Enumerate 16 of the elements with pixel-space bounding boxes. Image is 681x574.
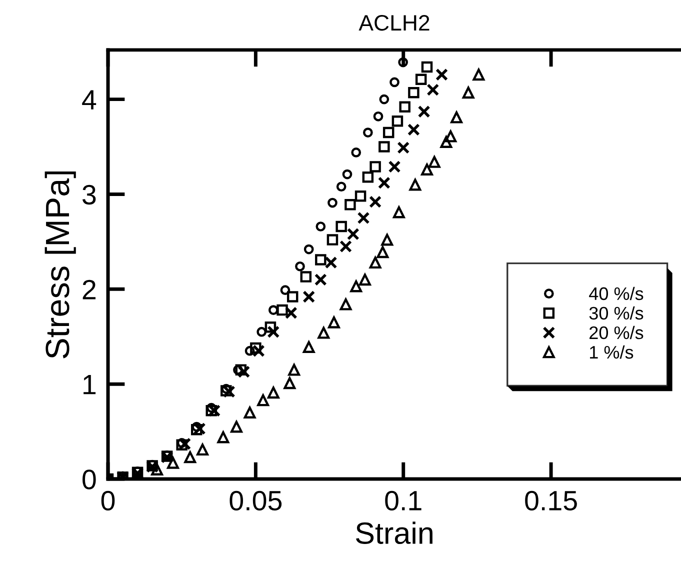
x-tick-label: 0.1	[385, 490, 422, 511]
y-tick-label: 3	[82, 184, 96, 205]
x-tick-label: 0	[101, 490, 115, 511]
y-tick-label: 2	[82, 280, 96, 300]
y-axis-title: Stress [MPa]	[44, 171, 76, 358]
y-tick-label: 4	[82, 90, 96, 110]
x-tick-label: 0.05	[230, 490, 282, 511]
legend-label: 1 %/s	[590, 345, 634, 359]
y-tick-label: 0	[82, 470, 96, 490]
chart-title: ACLH2	[358, 14, 430, 31]
x-axis-title: Strain	[356, 522, 432, 544]
legend-label: 40 %/s	[589, 286, 644, 300]
legend-label: 30 %/s	[589, 306, 644, 320]
legend-label: 20 %/s	[590, 326, 644, 340]
y-tick-label: 1	[84, 375, 96, 394]
x-tick-label: 0.15	[525, 490, 577, 511]
